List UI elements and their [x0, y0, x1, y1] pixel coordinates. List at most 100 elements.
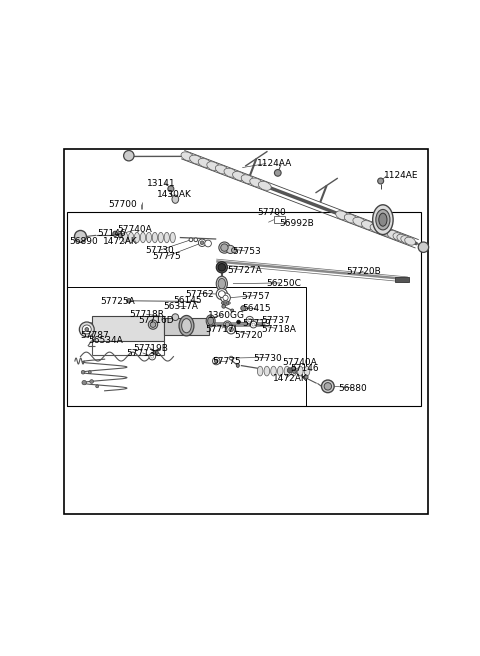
- Text: 57775: 57775: [213, 358, 241, 366]
- Text: 57700: 57700: [108, 200, 137, 209]
- Text: 57146: 57146: [97, 230, 126, 238]
- Circle shape: [378, 178, 384, 184]
- Ellipse shape: [194, 238, 198, 241]
- Ellipse shape: [164, 232, 169, 243]
- Ellipse shape: [219, 242, 230, 253]
- Ellipse shape: [379, 227, 392, 236]
- Text: 57775: 57775: [152, 253, 181, 261]
- Text: 56145: 56145: [173, 297, 202, 305]
- Circle shape: [154, 350, 158, 355]
- Ellipse shape: [250, 178, 263, 187]
- Ellipse shape: [216, 262, 228, 273]
- Ellipse shape: [190, 155, 203, 164]
- Ellipse shape: [387, 230, 400, 239]
- Ellipse shape: [152, 232, 157, 243]
- Ellipse shape: [393, 233, 404, 241]
- Text: 56992B: 56992B: [279, 219, 314, 228]
- Circle shape: [275, 169, 281, 176]
- Text: 13141: 13141: [147, 178, 176, 188]
- Ellipse shape: [218, 264, 226, 271]
- Circle shape: [149, 353, 156, 360]
- Circle shape: [85, 327, 89, 331]
- Circle shape: [227, 325, 236, 334]
- Ellipse shape: [221, 244, 228, 251]
- Circle shape: [204, 240, 211, 247]
- Circle shape: [82, 380, 86, 385]
- Text: 57146: 57146: [290, 364, 319, 373]
- Circle shape: [124, 150, 134, 161]
- Ellipse shape: [258, 181, 271, 190]
- Ellipse shape: [216, 165, 228, 174]
- Ellipse shape: [148, 320, 157, 329]
- Text: 57737: 57737: [261, 316, 289, 325]
- Circle shape: [96, 385, 99, 388]
- Text: 1124AE: 1124AE: [384, 171, 418, 180]
- Ellipse shape: [172, 195, 179, 203]
- Ellipse shape: [224, 321, 231, 328]
- Text: 1360GG: 1360GG: [208, 311, 245, 319]
- Ellipse shape: [222, 300, 229, 305]
- Text: 1430AK: 1430AK: [156, 190, 192, 199]
- Circle shape: [292, 369, 296, 373]
- Text: 57718R: 57718R: [129, 310, 164, 319]
- Text: 56250C: 56250C: [266, 279, 301, 288]
- Circle shape: [248, 318, 252, 322]
- Ellipse shape: [172, 314, 179, 321]
- Ellipse shape: [226, 245, 234, 253]
- Ellipse shape: [224, 168, 237, 177]
- Circle shape: [221, 302, 224, 304]
- Ellipse shape: [304, 366, 310, 376]
- Ellipse shape: [113, 231, 117, 236]
- Bar: [395, 277, 409, 282]
- Bar: [92, 316, 164, 340]
- Text: 57762: 57762: [186, 289, 215, 298]
- Ellipse shape: [405, 237, 416, 245]
- Circle shape: [223, 295, 228, 300]
- Ellipse shape: [397, 234, 408, 242]
- Ellipse shape: [264, 366, 270, 376]
- Circle shape: [215, 359, 218, 363]
- Text: 57720: 57720: [234, 331, 263, 340]
- Ellipse shape: [241, 174, 254, 184]
- Text: 57730: 57730: [253, 354, 282, 363]
- Circle shape: [88, 371, 91, 374]
- Circle shape: [218, 291, 225, 297]
- Text: 57740A: 57740A: [118, 225, 153, 234]
- Circle shape: [228, 302, 230, 304]
- Circle shape: [221, 293, 230, 302]
- Ellipse shape: [225, 322, 229, 327]
- Ellipse shape: [206, 315, 215, 327]
- Circle shape: [168, 186, 174, 192]
- Text: 57716D: 57716D: [138, 316, 174, 325]
- Circle shape: [79, 322, 94, 337]
- Circle shape: [216, 289, 228, 300]
- Circle shape: [83, 325, 91, 334]
- Text: 56534A: 56534A: [88, 336, 123, 344]
- Text: 56317A: 56317A: [163, 302, 198, 311]
- Circle shape: [418, 242, 429, 253]
- Ellipse shape: [119, 233, 122, 237]
- Circle shape: [229, 327, 233, 332]
- Text: 1472AK: 1472AK: [273, 374, 308, 383]
- Text: 57713C: 57713C: [126, 349, 161, 358]
- Ellipse shape: [158, 232, 163, 243]
- Text: 57757: 57757: [241, 292, 270, 301]
- Ellipse shape: [134, 232, 140, 243]
- Ellipse shape: [231, 247, 237, 253]
- Ellipse shape: [292, 366, 296, 371]
- Circle shape: [200, 241, 204, 245]
- Bar: [164, 318, 209, 335]
- Ellipse shape: [233, 171, 245, 180]
- Circle shape: [74, 230, 86, 242]
- Ellipse shape: [361, 220, 374, 230]
- Ellipse shape: [277, 366, 283, 376]
- Text: 56880: 56880: [338, 384, 367, 393]
- Circle shape: [304, 375, 308, 379]
- Ellipse shape: [129, 232, 133, 243]
- Ellipse shape: [179, 316, 194, 336]
- Circle shape: [223, 302, 225, 304]
- Ellipse shape: [376, 209, 390, 230]
- Ellipse shape: [229, 356, 233, 360]
- Text: 57719B: 57719B: [133, 344, 168, 352]
- Circle shape: [237, 320, 240, 324]
